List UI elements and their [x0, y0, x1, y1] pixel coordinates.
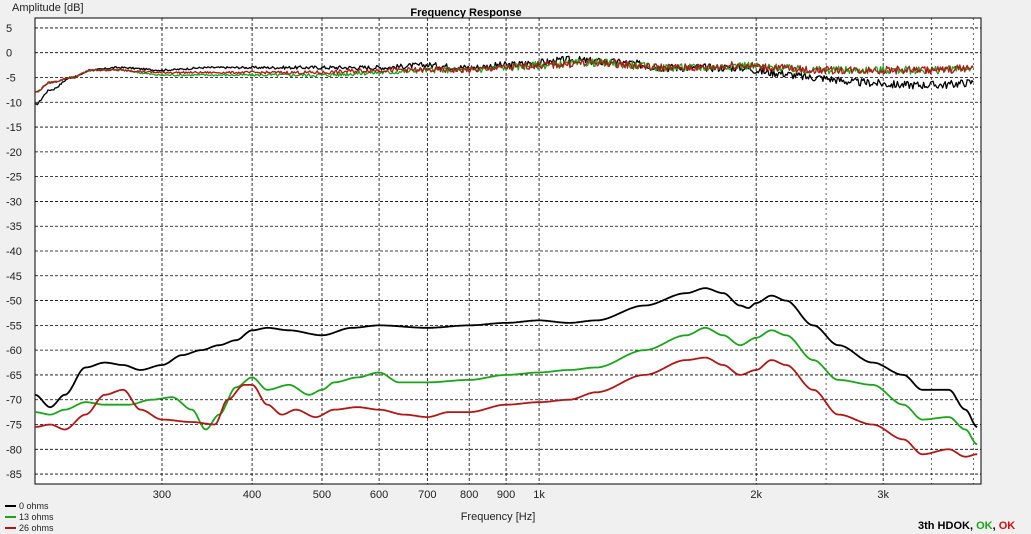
y-tick-label: -20 [6, 147, 22, 159]
series-line-26-ohms-upper [35, 58, 974, 94]
status-ok-1: OK [953, 520, 970, 532]
svg-text:3th HDOK, OK, OK: 3th HDOK, OK, OK [918, 520, 1015, 532]
y-tick-label: -80 [6, 444, 22, 456]
series-line-0-ohms-lower [35, 287, 978, 428]
chart-title: Frequency Response [410, 7, 521, 19]
x-tick-label: 300 [153, 489, 171, 501]
x-tick-label: 700 [418, 489, 436, 501]
series-line-26-ohms-lower [35, 356, 978, 458]
y-tick-label: -85 [6, 469, 22, 481]
status-label: 3th HD [918, 520, 954, 532]
series-lines [35, 55, 978, 458]
status-separator-2: , [993, 520, 999, 532]
x-tick-label: 900 [497, 489, 515, 501]
y-tick-label: 0 [6, 48, 12, 60]
y-tick-label: -60 [6, 345, 22, 357]
y-tick-label: -45 [6, 271, 22, 283]
y-tick-label: -75 [6, 420, 22, 432]
legend-label: 13 ohms [19, 512, 54, 522]
x-tick-label: 800 [460, 489, 478, 501]
x-tick-label: 1k [533, 489, 545, 501]
x-axis-label: Frequency [Hz] [461, 511, 536, 523]
y-tick-label: -70 [6, 395, 22, 407]
y-axis-label: Amplitude [dB] [12, 2, 84, 14]
y-tick-label: -30 [6, 196, 22, 208]
y-tick-label: -10 [6, 97, 22, 109]
legend-label: 26 ohms [19, 523, 54, 533]
y-tick-label: 5 [6, 23, 12, 35]
x-axis-ticks: 300 400 500 600 700 800 900 1k 2k 3k [153, 489, 890, 501]
y-tick-label: -40 [6, 246, 22, 258]
x-tick-label: 600 [370, 489, 388, 501]
y-axis-ticks: 5 0 -5 -10 -15 -20 -25 -30 -35 -40 -45 -50 -55 -60 -65… [6, 23, 22, 481]
x-tick-label: 2k [750, 489, 762, 501]
y-tick-label: -50 [6, 296, 22, 308]
y-tick-label: -65 [6, 370, 22, 382]
status-ok-2: OK [976, 520, 993, 532]
status-separator-1: , [970, 520, 976, 532]
x-tick-label: 3k [877, 489, 889, 501]
status-indicator: 3th HDOK, OK, OK [918, 520, 1015, 532]
series-line-13-ohms-lower [35, 326, 978, 446]
grid [34, 18, 981, 484]
y-tick-label: -35 [6, 221, 22, 233]
y-tick-label: -55 [6, 320, 22, 332]
status-ok-3: OK [999, 520, 1016, 532]
y-tick-label: -25 [6, 172, 22, 184]
x-tick-label: 400 [243, 489, 261, 501]
x-tick-label: 500 [313, 489, 331, 501]
legend-label: 0 ohms [19, 501, 49, 511]
y-tick-label: -15 [6, 122, 22, 134]
y-tick-label: -5 [6, 72, 16, 84]
